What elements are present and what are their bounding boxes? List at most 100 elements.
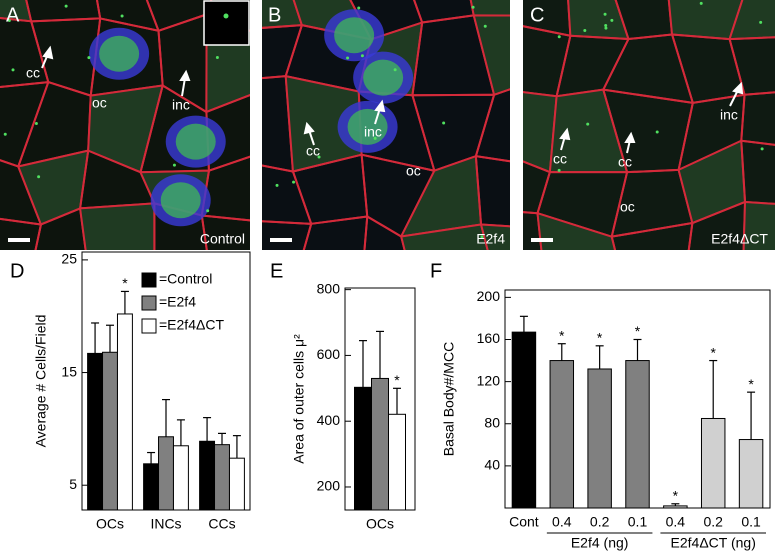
cell-outline	[474, 155, 510, 228]
significance-mark: *	[559, 327, 565, 343]
x-tick-label: 0.4	[666, 514, 686, 530]
speck	[604, 23, 608, 27]
micrograph-content	[0, 0, 250, 250]
bar	[228, 457, 245, 511]
speck	[442, 121, 446, 125]
speck	[699, 1, 703, 5]
bar	[354, 386, 372, 511]
micrograph-content	[523, 0, 775, 250]
speck	[610, 18, 614, 22]
speck	[393, 68, 397, 72]
y-tick-label: 600	[317, 346, 341, 362]
x-tick-label: INCs	[150, 516, 181, 532]
panel-letter: D	[10, 260, 24, 282]
y-tick-label: 160	[477, 330, 501, 346]
cell-outline	[472, 14, 510, 96]
speck	[215, 55, 219, 59]
speck	[357, 6, 361, 10]
significance-mark: *	[122, 275, 128, 291]
speck	[7, 18, 11, 22]
legend-swatch	[141, 318, 157, 334]
panel-letter: E	[270, 260, 283, 282]
cell-outline	[728, 36, 775, 96]
legend-swatch	[141, 272, 157, 288]
cell-label: cc	[26, 65, 40, 81]
cell-outline	[474, 88, 510, 163]
image-labels: A cc inc oc Control B cc inc oc E2f4 C i…	[6, 4, 768, 246]
speck	[346, 56, 350, 60]
scale-bar	[270, 238, 292, 242]
y-tick-label: 120	[477, 372, 501, 388]
x-tick-label: 0.1	[628, 514, 648, 530]
speck	[557, 168, 561, 172]
speck	[655, 130, 659, 134]
panel-letter: B	[268, 4, 281, 26]
speck	[360, 54, 364, 58]
x-tick-label: OCs	[96, 516, 124, 532]
y-tick-label: 25	[61, 251, 77, 267]
speck	[471, 5, 475, 9]
y-tick-label: 80	[484, 414, 500, 430]
cell-label: inc	[720, 107, 738, 123]
cell-outline	[0, 217, 42, 250]
x-tick-label: 0.2	[703, 514, 723, 530]
speck	[586, 122, 590, 126]
x-tick-label: Cont	[509, 514, 539, 530]
cell-label: cc	[553, 151, 567, 167]
panel-caption: E2f4ΔCT	[711, 231, 768, 247]
speck	[64, 4, 68, 8]
bar	[738, 439, 764, 509]
charts: D Average # Cells/Field 5 15 25 OCs * INCs CCs =C…	[10, 251, 771, 551]
y-tick-label: 15	[61, 363, 77, 379]
speck	[34, 122, 38, 126]
bar	[663, 505, 688, 509]
y-tick-label: 200	[317, 478, 341, 494]
basal-bodies	[99, 35, 140, 72]
speck	[275, 183, 279, 187]
y-tick-label: 800	[317, 280, 341, 296]
panel-letter: A	[6, 4, 20, 26]
bar	[371, 377, 389, 511]
arrows	[41, 45, 744, 154]
cell-outline	[302, 215, 369, 250]
cell-outline	[363, 215, 406, 250]
cell-outline	[742, 200, 775, 250]
panel-caption: E2f4	[476, 231, 505, 247]
cell-outline	[34, 207, 87, 250]
cell-label: oc	[406, 163, 421, 179]
bar	[511, 331, 537, 509]
micrograph	[0, 0, 250, 250]
bar	[625, 360, 650, 509]
panel-letter: C	[530, 4, 544, 26]
scale-bar	[531, 238, 553, 242]
legend-swatch	[141, 295, 157, 311]
speck	[37, 175, 41, 179]
group-label: E2f4ΔCT (ng)	[671, 535, 756, 551]
significance-mark: *	[635, 323, 641, 339]
bar	[102, 351, 118, 511]
significance-mark: *	[597, 330, 603, 346]
bar	[87, 352, 104, 511]
speck	[120, 14, 124, 18]
cell-label: inc	[364, 124, 382, 140]
y-tick-label: 40	[484, 457, 500, 473]
bar	[214, 444, 230, 511]
speck	[87, 56, 91, 60]
bar-chart: F Basal Body#/MCC 40 80 120 160 200 Cont 0.4 * 0.2…	[430, 260, 771, 551]
legend-label: =E2f4	[159, 294, 196, 310]
cell-label: oc	[92, 95, 107, 111]
speck	[583, 29, 587, 33]
y-axis-label: Area of outer cells μ²	[291, 334, 307, 464]
speck	[759, 20, 763, 24]
x-tick-label: CCs	[208, 516, 235, 532]
cell-label: cc	[306, 143, 320, 159]
bar	[388, 413, 406, 511]
speck	[604, 26, 608, 30]
cell-label: inc	[172, 97, 190, 113]
bar	[199, 440, 216, 511]
bar	[158, 436, 174, 511]
bar	[587, 368, 612, 509]
bar	[172, 445, 189, 511]
cell-label: cc	[618, 154, 632, 170]
